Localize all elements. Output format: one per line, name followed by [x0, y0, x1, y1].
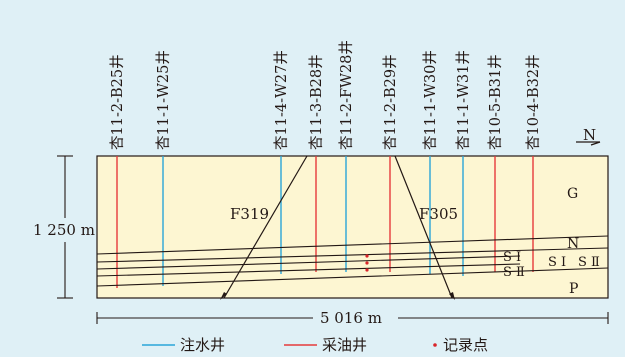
well-label: 杏10-5-B31井: [487, 54, 504, 150]
stratum-sii-label-right: S Ⅱ: [578, 255, 600, 270]
height-label: 1 250 m: [33, 221, 95, 239]
fault-f319: F319: [220, 155, 308, 300]
fault-f305-label: F305: [419, 205, 458, 223]
north-arrow: N: [576, 126, 601, 146]
well-label: 杏11-1-W31井: [455, 50, 472, 150]
fault-f305: F305: [394, 155, 458, 300]
well-label: 杏10-4-B32井: [525, 54, 542, 150]
legend-record-swatch: [433, 343, 437, 347]
well-label: 杏11-2-B25井: [109, 54, 126, 150]
record-point: [365, 268, 369, 272]
record-points: [365, 254, 369, 272]
stratum-sii-label-left: S Ⅱ: [503, 265, 525, 280]
si-sii-boundary: [96, 263, 521, 277]
stratum-si-label-right: S Ⅰ: [548, 255, 566, 270]
section-box: [96, 155, 609, 299]
stratum-si-label-left: S Ⅰ: [503, 250, 521, 265]
well-label: 杏11-2-B29井: [382, 54, 399, 150]
legend-water-label: 注水井: [180, 336, 225, 354]
record-point: [365, 261, 369, 265]
sii-lower-boundary: [96, 267, 609, 287]
well-label: 杏11-3-B28井: [308, 54, 325, 150]
north-label: N: [583, 126, 596, 144]
record-point: [365, 254, 369, 258]
stratum-g-label: G: [567, 186, 578, 202]
strata-lines: [96, 235, 609, 287]
si-upper-boundary: [96, 255, 521, 270]
well-label: 杏11-2-FW28井: [338, 40, 355, 150]
legend: 注水井 采油井 记录点: [142, 336, 488, 354]
n-lower-boundary: [96, 247, 609, 263]
width-label: 5 016 m: [320, 309, 382, 327]
width-dimension: [96, 312, 609, 324]
well-label: 杏11-4-W27井: [273, 50, 290, 150]
n-upper-boundary: [96, 235, 609, 255]
strata-labels: G N S Ⅰ S Ⅱ S Ⅰ S Ⅱ P: [503, 186, 600, 297]
stratum-p-label: P: [569, 281, 578, 297]
legend-oil-label: 采油井: [322, 336, 367, 354]
fault-f319-label: F319: [230, 205, 269, 223]
well-label: 杏11-1-W30井: [422, 50, 439, 150]
well-label: 杏11-1-W25井: [155, 50, 172, 150]
stratum-n-label: N: [567, 236, 579, 252]
legend-record-label: 记录点: [443, 336, 488, 354]
height-dimension: [57, 155, 73, 299]
wells-layer: 杏11-2-B25井 杏11-1-W25井 杏11-4-W27井 杏11-3-B28井…: [109, 40, 542, 288]
